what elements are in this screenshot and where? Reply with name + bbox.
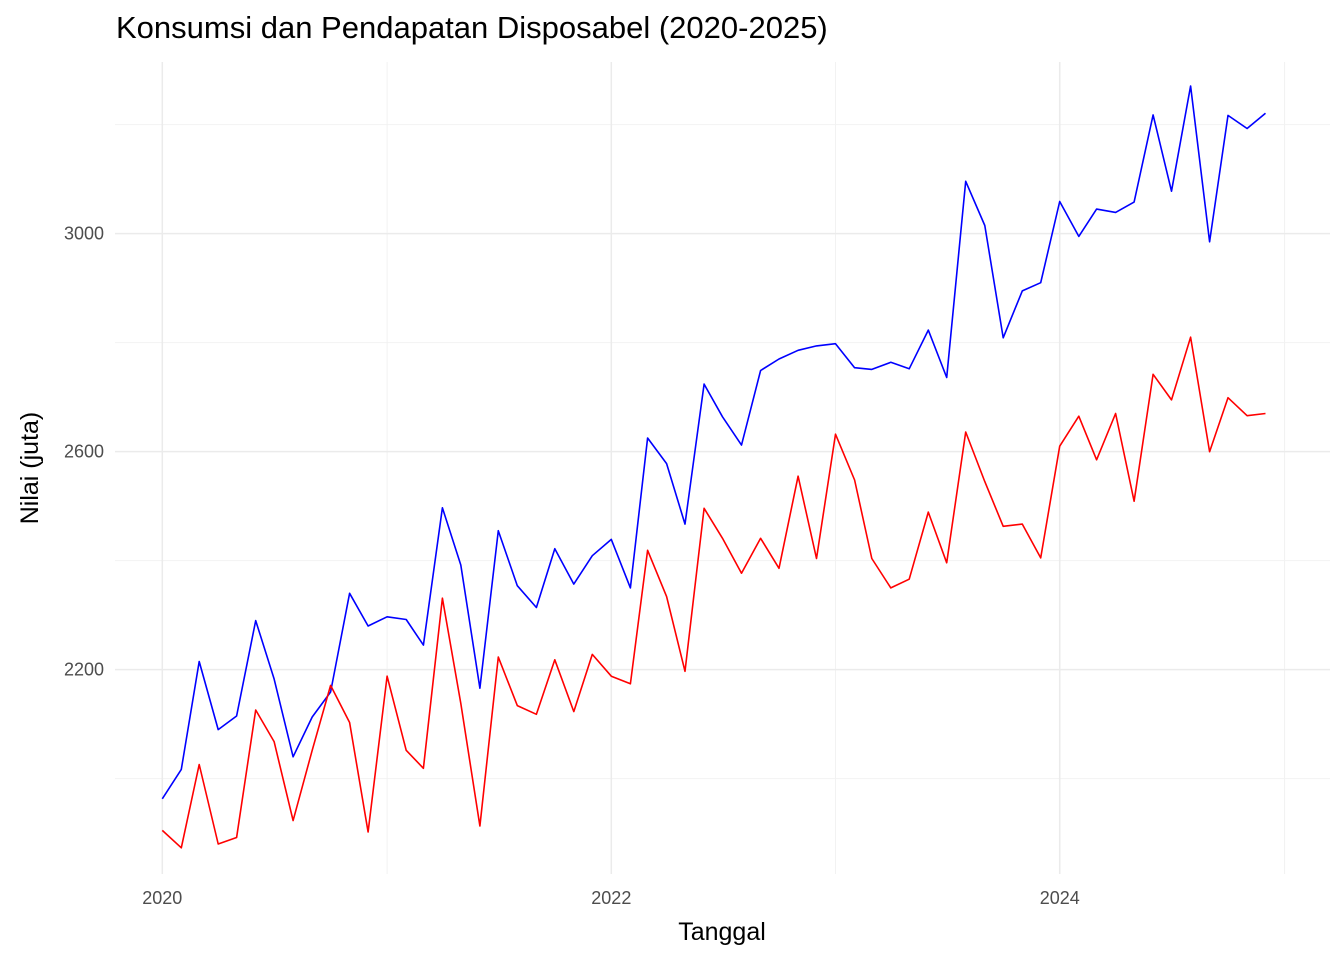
y-tick-label: 3000 [64,224,104,244]
x-tick-label: 2022 [591,888,631,908]
series-lines [161,85,1267,849]
y-tick-label: 2600 [64,442,104,462]
x-axis-ticks: 2020 2022 2024 [142,888,1079,908]
series-line-2 [161,336,1266,849]
x-tick-label: 2024 [1040,888,1080,908]
y-axis-ticks: 2200 2600 3000 [64,224,104,680]
series-line-1 [161,85,1267,800]
chart-title: Konsumsi dan Pendapatan Disposabel (2020… [116,10,828,45]
x-tick-label: 2020 [142,888,182,908]
y-axis-title: Nilai (juta) [16,412,44,525]
x-axis-title: Tanggal [678,918,766,946]
y-tick-label: 2200 [64,660,104,680]
grid-lines [115,62,1330,874]
